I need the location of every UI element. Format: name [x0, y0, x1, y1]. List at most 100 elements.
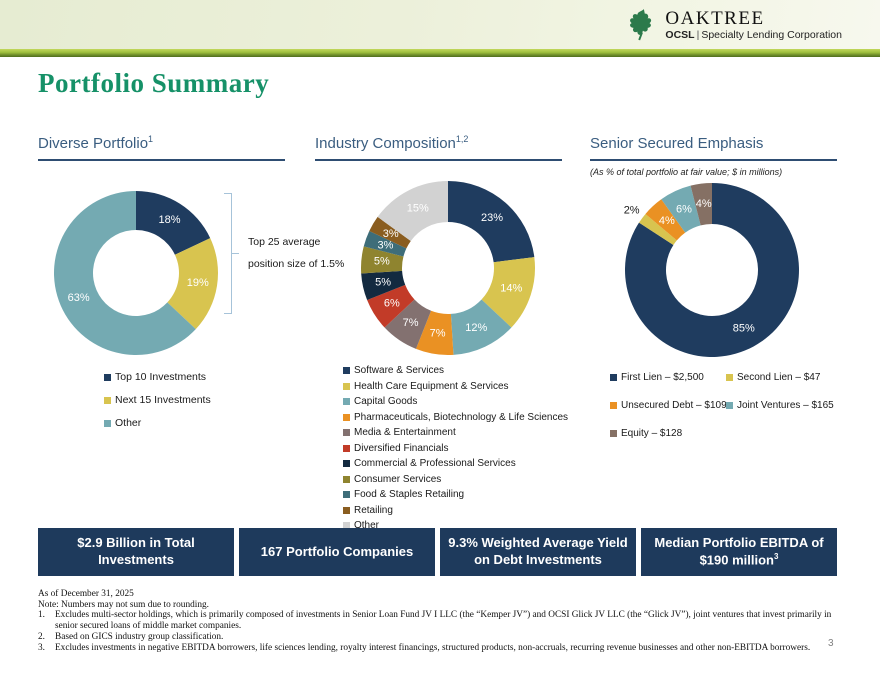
- donut-segment: [361, 246, 404, 274]
- slice-data-label: 4%: [659, 215, 675, 227]
- brand-sub-divider: |: [696, 28, 700, 41]
- section-title: Senior Secured Emphasis: [590, 135, 764, 152]
- footnote-number: 2.: [38, 631, 45, 642]
- legend-item: First Lien – $2,500: [610, 372, 726, 383]
- legend-swatch-icon: [343, 367, 350, 374]
- footnote-number: 1.: [38, 610, 45, 621]
- legend-swatch-icon: [343, 429, 350, 436]
- footnote-list: 1. Excludes multi-sector holdings, which …: [38, 610, 838, 653]
- footnote-text: Excludes multi-sector holdings, which is…: [55, 610, 832, 632]
- brand-sub-text: Specialty Lending Corporation: [701, 28, 842, 41]
- brand-name: OAKTREE: [665, 7, 765, 29]
- legend-item: Second Lien – $47: [726, 372, 834, 383]
- slice-data-label: 5%: [375, 277, 391, 289]
- top25-annotation: Top 25 average position size of 1.5%: [248, 231, 344, 275]
- stat-box: $2.9 Billion in Total Investments: [38, 528, 234, 576]
- diverse-portfolio-legend: Top 10 Investments Next 15 Investments Oth…: [104, 371, 211, 440]
- legend-item: Pharmaceuticals, Biotechnology & Life Sc…: [343, 412, 568, 423]
- legend-label: Media & Entertainment: [354, 427, 456, 438]
- bracket-tick-bottom: [224, 313, 232, 314]
- footnote-text: Excludes investments in negative EBITDA …: [55, 642, 811, 653]
- footnote-number: 3.: [38, 642, 45, 653]
- industry-composition-legend: Software & Services Health Care Equipment…: [343, 365, 568, 536]
- bracket-tick-top: [224, 193, 232, 194]
- legend-swatch-icon: [343, 506, 350, 514]
- legend-swatch-icon: [343, 413, 350, 421]
- slice-data-label: 63%: [68, 292, 90, 304]
- legend-label: First Lien – $2,500: [621, 372, 704, 383]
- donut-segment: [377, 181, 448, 241]
- legend-swatch-icon: [343, 444, 350, 452]
- legend-label: Joint Ventures – $165: [737, 400, 834, 411]
- legend-swatch-icon: [343, 475, 350, 483]
- senior-secured-subtitle: (As % of total portfolio at fair value; …: [590, 167, 783, 177]
- legend-label: Health Care Equipment & Services: [354, 380, 509, 392]
- slice-data-label: 7%: [430, 328, 446, 340]
- section-title: Diverse Portfolio: [38, 135, 149, 152]
- slice-data-label: 2%: [624, 204, 640, 216]
- legend-label: Unsecured Debt – $109: [621, 400, 727, 411]
- donut-segment: [384, 299, 432, 349]
- slice-data-label: 23%: [481, 212, 503, 224]
- legend-label: Retailing: [354, 504, 393, 516]
- legend-label: Equity – $128: [621, 428, 683, 439]
- brand-sub-bold: OCSL: [665, 28, 695, 41]
- donut-segment: [645, 199, 686, 241]
- donut-segment: [690, 183, 712, 226]
- donut-segment: [54, 191, 196, 355]
- donut-segment: [661, 185, 701, 233]
- section-heading-senior-secured: Senior Secured Emphasis: [590, 134, 837, 161]
- legend-label: Food & Staples Retailing: [354, 489, 465, 500]
- legend-swatch-icon: [104, 396, 111, 404]
- legend-label: Capital Goods: [354, 396, 418, 407]
- legend-label: Other: [354, 520, 380, 531]
- donut-segment: [367, 284, 415, 328]
- legend-swatch-icon: [610, 374, 617, 381]
- legend-label: Second Lien – $47: [737, 372, 821, 383]
- footnotes: As of December 31, 2025 Note: Numbers ma…: [38, 589, 838, 653]
- stat-box-text: Median Portfolio EBITDA of $190 million3: [654, 534, 824, 568]
- page-title: Portfolio Summary: [38, 68, 270, 98]
- annotation-line: position size of 1.5%: [248, 258, 345, 270]
- legend-swatch-icon: [104, 373, 111, 381]
- footnote-item: 3. Excludes investments in negative EBITD…: [38, 643, 838, 654]
- header-accent-bar: [0, 49, 880, 57]
- oaktree-logo: OAKTREE OCSL | Specialty Lending Corporati…: [627, 7, 842, 43]
- section-title-footnote-ref: 1,2: [455, 134, 469, 144]
- industry-composition-donut-chart: 23%14%12%7%7%6%5%5%3%3%15%: [361, 181, 535, 355]
- donut-segment: [167, 238, 219, 330]
- legend-swatch-icon: [104, 419, 111, 427]
- donut-segment: [448, 181, 535, 263]
- footnote-item: 2. Based on GICS industry group classific…: [38, 632, 838, 643]
- legend-label: Commercial & Professional Services: [354, 458, 516, 469]
- legend-label: Pharmaceuticals, Biotechnology & Life Sc…: [354, 411, 569, 423]
- donut-segment: [369, 216, 411, 249]
- donut-segment: [481, 257, 535, 328]
- legend-swatch-icon: [610, 402, 617, 409]
- header: [0, 0, 880, 49]
- legend-swatch-icon: [610, 430, 617, 437]
- legend-item: Media & Entertainment: [343, 427, 568, 438]
- section-title: Industry Composition: [315, 135, 456, 152]
- page-number: 3: [828, 638, 834, 649]
- slice-data-label: 4%: [696, 198, 712, 210]
- donut-segment: [415, 310, 454, 355]
- legend-item: Retailing: [343, 505, 568, 516]
- stat-box-text: 9.3% Weighted Average Yield on Debt Inve…: [448, 535, 628, 567]
- legend-item: Food & Staples Retailing: [343, 489, 568, 500]
- legend-swatch-icon: [726, 402, 733, 409]
- section-title-footnote-ref: 1: [148, 134, 154, 144]
- legend-item: Equity – $128: [610, 428, 726, 439]
- legend-item: Consumer Services: [343, 474, 568, 485]
- diverse-portfolio-donut-chart: 18% 19% 63%: [54, 191, 219, 355]
- legend-item: Capital Goods: [343, 396, 568, 407]
- legend-swatch-icon: [343, 398, 350, 405]
- legend-item: Other: [343, 520, 568, 531]
- legend-swatch-icon: [343, 460, 350, 467]
- logo-text: OAKTREE OCSL | Specialty Lending Corporati…: [665, 7, 842, 42]
- slice-data-label: 15%: [407, 203, 429, 215]
- stat-box: 167 Portfolio Companies: [239, 528, 435, 576]
- as-of-date: As of December 31, 2025: [38, 589, 134, 599]
- stat-box-text: 167 Portfolio Companies: [260, 543, 414, 559]
